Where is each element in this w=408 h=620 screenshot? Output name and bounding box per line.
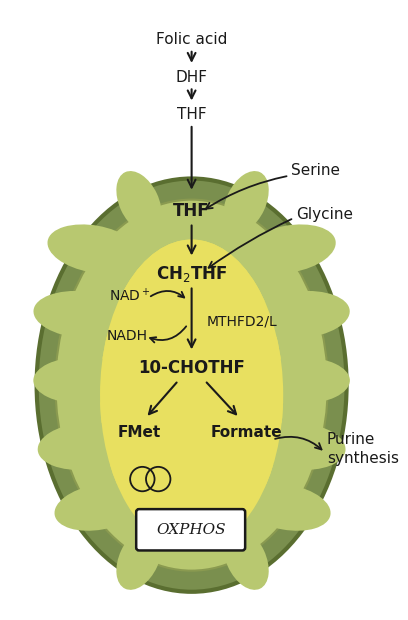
Text: Folic acid: Folic acid bbox=[156, 32, 227, 47]
Text: Formate: Formate bbox=[210, 425, 282, 440]
Text: NADH: NADH bbox=[106, 329, 147, 343]
Ellipse shape bbox=[116, 171, 162, 233]
Text: CH$_2$THF: CH$_2$THF bbox=[156, 264, 227, 285]
Text: Purine
synthesis: Purine synthesis bbox=[327, 432, 399, 466]
Ellipse shape bbox=[37, 179, 346, 591]
Text: MTHFD2/L: MTHFD2/L bbox=[206, 314, 277, 328]
Text: NAD$^+$: NAD$^+$ bbox=[109, 287, 151, 304]
Text: THF: THF bbox=[173, 202, 210, 220]
Ellipse shape bbox=[242, 484, 330, 531]
FancyBboxPatch shape bbox=[136, 509, 245, 551]
Ellipse shape bbox=[252, 422, 346, 470]
Text: THF: THF bbox=[177, 107, 206, 122]
Ellipse shape bbox=[38, 422, 131, 470]
Text: OXPHOS: OXPHOS bbox=[157, 523, 226, 537]
Ellipse shape bbox=[47, 224, 140, 273]
Ellipse shape bbox=[100, 239, 283, 549]
Ellipse shape bbox=[55, 484, 143, 531]
Text: Serine: Serine bbox=[291, 164, 340, 179]
Text: FMet: FMet bbox=[118, 425, 161, 440]
Ellipse shape bbox=[100, 239, 283, 549]
Ellipse shape bbox=[33, 357, 132, 404]
Ellipse shape bbox=[33, 291, 132, 339]
Ellipse shape bbox=[224, 171, 269, 233]
Ellipse shape bbox=[251, 291, 350, 339]
Ellipse shape bbox=[224, 528, 269, 590]
Ellipse shape bbox=[251, 357, 350, 404]
Text: Glycine: Glycine bbox=[296, 206, 353, 222]
Ellipse shape bbox=[243, 224, 336, 273]
Ellipse shape bbox=[55, 200, 328, 570]
Ellipse shape bbox=[116, 528, 162, 590]
Text: DHF: DHF bbox=[175, 69, 208, 84]
Text: 10-CHOTHF: 10-CHOTHF bbox=[138, 359, 245, 377]
